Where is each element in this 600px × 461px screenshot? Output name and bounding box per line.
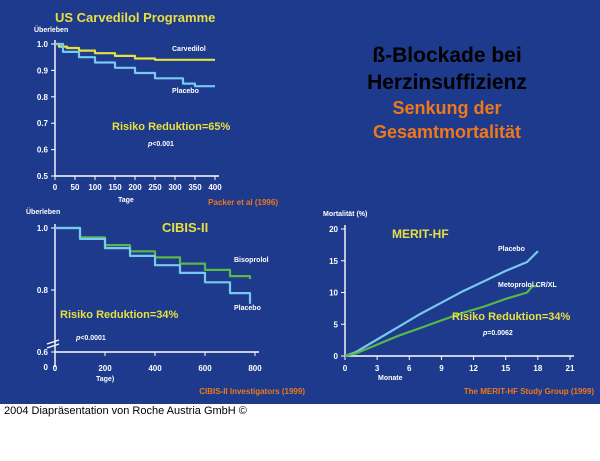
series-label: Placebo (172, 88, 199, 95)
series-line-metoprolol-cr-xl (344, 285, 538, 358)
chart-title: MERIT-HF (392, 227, 449, 241)
series-label: Placebo (498, 246, 525, 253)
x-tick-label: 250 (148, 183, 162, 192)
x-axis-label: Monate (378, 375, 403, 382)
y-tick-label: 0.7 (37, 119, 49, 128)
source-citation: CIBIS-II Investigators (1999) (199, 387, 305, 396)
x-tick-label: 3 (375, 364, 380, 373)
x-tick-label: 0 (53, 364, 58, 373)
y-tick-label: 1.0 (37, 40, 49, 49)
headline-line1: ß-Blockade bei (372, 44, 521, 67)
x-tick-label: 150 (108, 183, 122, 192)
p-value-label: p<0.001 (147, 141, 174, 148)
risk-reduction-annotation: Risiko Reduktion=65% (112, 121, 231, 133)
source-citation: Packer et al (1996) (208, 198, 278, 207)
footer-credit: 2004 Diapräsentation von Roche Austria G… (4, 405, 247, 417)
x-tick-label: 350 (188, 183, 202, 192)
y-tick-label: 0.5 (37, 172, 49, 181)
y-tick-label: 0.8 (37, 93, 49, 102)
subheadline-line2: Gesamtmortalität (373, 122, 521, 142)
x-axis-label: Tage) (96, 376, 114, 383)
axis-break-mark (46, 343, 60, 349)
chart-title: CIBIS-II (162, 220, 208, 235)
x-tick-label: 100 (88, 183, 102, 192)
x-tick-label: 200 (98, 364, 112, 373)
slide-background (0, 0, 600, 404)
y-tick-label: 0.6 (37, 146, 49, 155)
x-tick-label: 400 (208, 183, 222, 192)
series-line-carvedilol (55, 42, 215, 61)
series-label: Bisoprolol (234, 257, 269, 264)
risk-reduction-annotation: Risiko Reduktion=34% (452, 311, 571, 323)
chart-title: US Carvedilol Programme (55, 10, 215, 25)
series-label: Carvedilol (172, 46, 206, 53)
y-axis-label: Überleben (26, 207, 60, 216)
series-line-placebo (344, 250, 539, 358)
x-tick-label: 21 (566, 364, 575, 373)
series-line-bisoprolol (55, 226, 252, 280)
chart-cibis-ii: CIBIS-II Überleben Tage) 0.6 0.8 1.0 0 200 400 60… (26, 207, 305, 396)
source-citation: The MERIT-HF Study Group (1999) (464, 387, 595, 396)
x-tick-label: 12 (469, 364, 478, 373)
subheadline-line1: Senkung der (392, 98, 501, 118)
p-value-label: p<0.0001 (75, 335, 106, 342)
x-tick-label: 600 (198, 364, 212, 373)
x-tick-label: 6 (407, 364, 412, 373)
y-tick-label: 0 (44, 363, 49, 372)
y-tick-label: 10 (329, 289, 338, 298)
x-tick-label: 300 (168, 183, 182, 192)
y-tick-label: 5 (334, 320, 339, 329)
risk-reduction-annotation: Risiko Reduktion=34% (60, 309, 179, 321)
series-label: Metoprolol CR/XL (498, 282, 557, 289)
y-tick-label: 0 (334, 352, 339, 361)
series-line-placebo (55, 226, 252, 304)
y-tick-label: 0.8 (37, 286, 49, 295)
x-tick-label: 0 (53, 183, 58, 192)
y-axis-label: Mortalität (%) (323, 211, 367, 218)
x-tick-label: 50 (71, 183, 80, 192)
x-axis-label: Tage (118, 197, 134, 204)
x-tick-label: 18 (533, 364, 542, 373)
y-tick-label: 0.6 (37, 348, 49, 357)
series-line-placebo (55, 42, 215, 88)
chart-merit-hf: MERIT-HF Mortalität (%) Monate 0 5 10 15 20 0 3 6 9… (323, 211, 594, 396)
y-axis-label: Überleben (34, 25, 68, 34)
slide-canvas: ß-Blockade bei Herzinsuffizienz Senkung … (26, 10, 594, 396)
y-tick-label: 1.0 (37, 224, 49, 233)
axis-break-mark (46, 339, 60, 345)
x-tick-label: 800 (248, 364, 262, 373)
headline-line2: Herzinsuffizienz (367, 71, 527, 94)
x-tick-label: 15 (501, 364, 510, 373)
p-value-label: p=0.0062 (482, 330, 513, 337)
x-tick-label: 9 (439, 364, 444, 373)
y-tick-label: 0.9 (37, 66, 49, 75)
series-label: Placebo (234, 305, 261, 312)
y-tick-label: 20 (329, 225, 338, 234)
x-tick-label: 400 (148, 364, 162, 373)
x-tick-label: 0 (343, 364, 348, 373)
x-tick-label: 200 (128, 183, 142, 192)
y-tick-label: 15 (329, 257, 338, 266)
